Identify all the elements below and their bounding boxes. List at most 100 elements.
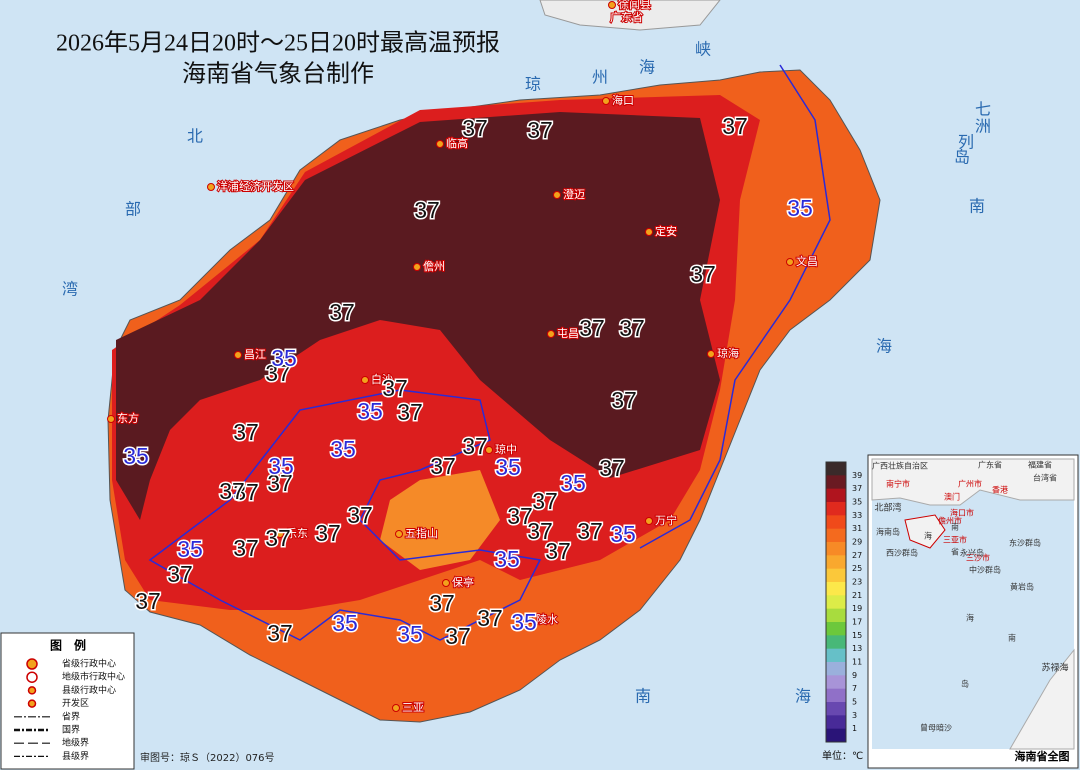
city-marker bbox=[485, 446, 493, 454]
contour-label: 37 bbox=[690, 261, 716, 287]
legend-title: 图 例 bbox=[50, 638, 86, 653]
contour-label: 37 bbox=[267, 620, 293, 646]
inset-label: 黄岩岛 bbox=[1010, 582, 1034, 592]
contour-label: 35 bbox=[610, 521, 636, 547]
colorbar-swatch bbox=[826, 475, 846, 490]
contour-label: 35 bbox=[494, 546, 520, 572]
city-marker bbox=[276, 530, 284, 538]
contour-label: 35 bbox=[268, 453, 294, 479]
colorbar-tick-label: 33 bbox=[852, 511, 862, 520]
contour-label: 37 bbox=[527, 117, 553, 143]
colorbar-swatch bbox=[826, 688, 846, 703]
city-marker bbox=[786, 258, 794, 266]
contour-label: 37 bbox=[545, 538, 571, 564]
legend-item: 地级市行政中心 bbox=[62, 671, 125, 683]
city-marker bbox=[645, 517, 653, 525]
colorbar-tick-label: 5 bbox=[852, 698, 857, 707]
colorbar-swatch bbox=[826, 515, 846, 530]
legend-item: 省级行政中心 bbox=[62, 658, 116, 670]
island-dark bbox=[116, 112, 720, 520]
legend-item: 国界 bbox=[62, 725, 80, 736]
legend bbox=[0, 632, 135, 770]
inset-label: 三沙市 bbox=[966, 553, 990, 563]
colorbar-tick-label: 17 bbox=[852, 618, 862, 627]
colorbar-tick-label: 39 bbox=[852, 471, 862, 480]
colorbar-unit: 单位：℃ bbox=[822, 749, 863, 762]
sea-label: 洲 bbox=[975, 117, 991, 136]
colorbar-swatch bbox=[826, 595, 846, 610]
contour-label: 37 bbox=[507, 503, 533, 529]
city-marker bbox=[413, 263, 421, 271]
contour-label: 37 bbox=[577, 518, 603, 544]
contour-label: 37 bbox=[611, 387, 637, 413]
contour-label: 35 bbox=[787, 195, 813, 221]
contour-label: 37 bbox=[219, 478, 245, 504]
contour-label: 35 bbox=[495, 454, 521, 480]
sea-label: 琼 bbox=[525, 75, 541, 94]
sea-label: 南 bbox=[635, 687, 651, 706]
sea-label: 南 bbox=[969, 197, 985, 216]
inset-label: 东沙群岛 bbox=[1009, 538, 1041, 548]
contour-label: 37 bbox=[722, 113, 748, 139]
contour-label: 37 bbox=[414, 197, 440, 223]
city-marker bbox=[436, 140, 444, 148]
sea-label: 列 bbox=[958, 133, 974, 152]
inset-land bbox=[1009, 648, 1075, 750]
city-marker bbox=[442, 579, 450, 587]
island-warm-center bbox=[380, 470, 500, 570]
sea-label: 七 bbox=[975, 100, 991, 119]
contour-label: 37 bbox=[167, 561, 193, 587]
contour-label: 37 bbox=[619, 315, 645, 341]
colorbar-tick-label: 37 bbox=[852, 484, 862, 493]
city-marker bbox=[526, 616, 534, 624]
inset-mainland bbox=[871, 458, 1075, 506]
colorbar-swatch bbox=[826, 648, 846, 663]
contour-label: 35 bbox=[123, 443, 149, 469]
city-label: 琼海 bbox=[717, 346, 739, 360]
inset-label: 永兴岛 bbox=[960, 548, 984, 558]
colorbar-tick-label: 27 bbox=[852, 551, 862, 560]
city-label: 五指山 bbox=[405, 526, 438, 540]
city-label: 洋浦经济开发区 bbox=[217, 179, 294, 193]
inset-label: 福建省 bbox=[1028, 460, 1052, 470]
inset-label: 中沙群岛 bbox=[969, 565, 1001, 575]
contour-label: 37 bbox=[445, 623, 471, 649]
city-label: 昌江 bbox=[244, 348, 266, 361]
subtitle: 海南省气象台制作 bbox=[182, 61, 374, 88]
colorbar-tick-label: 25 bbox=[852, 564, 862, 573]
city-label: 乐东 bbox=[286, 527, 308, 540]
inset-label: 广州市 bbox=[958, 479, 982, 489]
contour-label: 35 bbox=[332, 610, 358, 636]
colorbar-tick-label: 15 bbox=[852, 631, 862, 640]
city-marker bbox=[207, 183, 215, 191]
city-label: 万宁 bbox=[655, 513, 677, 527]
city-label: 屯昌 bbox=[557, 327, 579, 340]
inset-label: 西沙群岛 bbox=[886, 548, 918, 558]
inset-label: 儋州市 bbox=[938, 516, 962, 526]
colorbar-swatch bbox=[826, 622, 846, 636]
contour-label: 37 bbox=[397, 399, 423, 425]
city-label: 保亭 bbox=[452, 575, 474, 589]
contour-label: 37 bbox=[233, 479, 259, 505]
colorbar-tick-label: 35 bbox=[852, 498, 862, 507]
city-label: 儋州 bbox=[423, 260, 445, 273]
colorbar-tick-label: 11 bbox=[852, 658, 862, 667]
contour-label: 35 bbox=[330, 436, 356, 462]
colorbar-tick-label: 21 bbox=[852, 591, 862, 600]
colorbar-swatch bbox=[826, 702, 846, 716]
city-marker bbox=[602, 97, 610, 105]
city-marker bbox=[234, 351, 242, 359]
contour-label: 37 bbox=[233, 419, 259, 445]
inset-label: 南 bbox=[1008, 633, 1016, 643]
city-marker bbox=[553, 191, 561, 199]
inset-label: 海南岛 bbox=[876, 527, 900, 537]
colorbar-swatch bbox=[826, 728, 846, 743]
city-label: 白沙 bbox=[371, 372, 393, 386]
inset-label: 曾母暗沙 bbox=[920, 723, 952, 733]
contour-label: 37 bbox=[477, 605, 503, 631]
inset-title: 海南省全图 bbox=[1015, 749, 1070, 763]
contour-label: 37 bbox=[527, 518, 553, 544]
city-marker bbox=[645, 228, 653, 236]
contour-label: 37 bbox=[599, 455, 625, 481]
city-label: 东方 bbox=[117, 411, 139, 425]
